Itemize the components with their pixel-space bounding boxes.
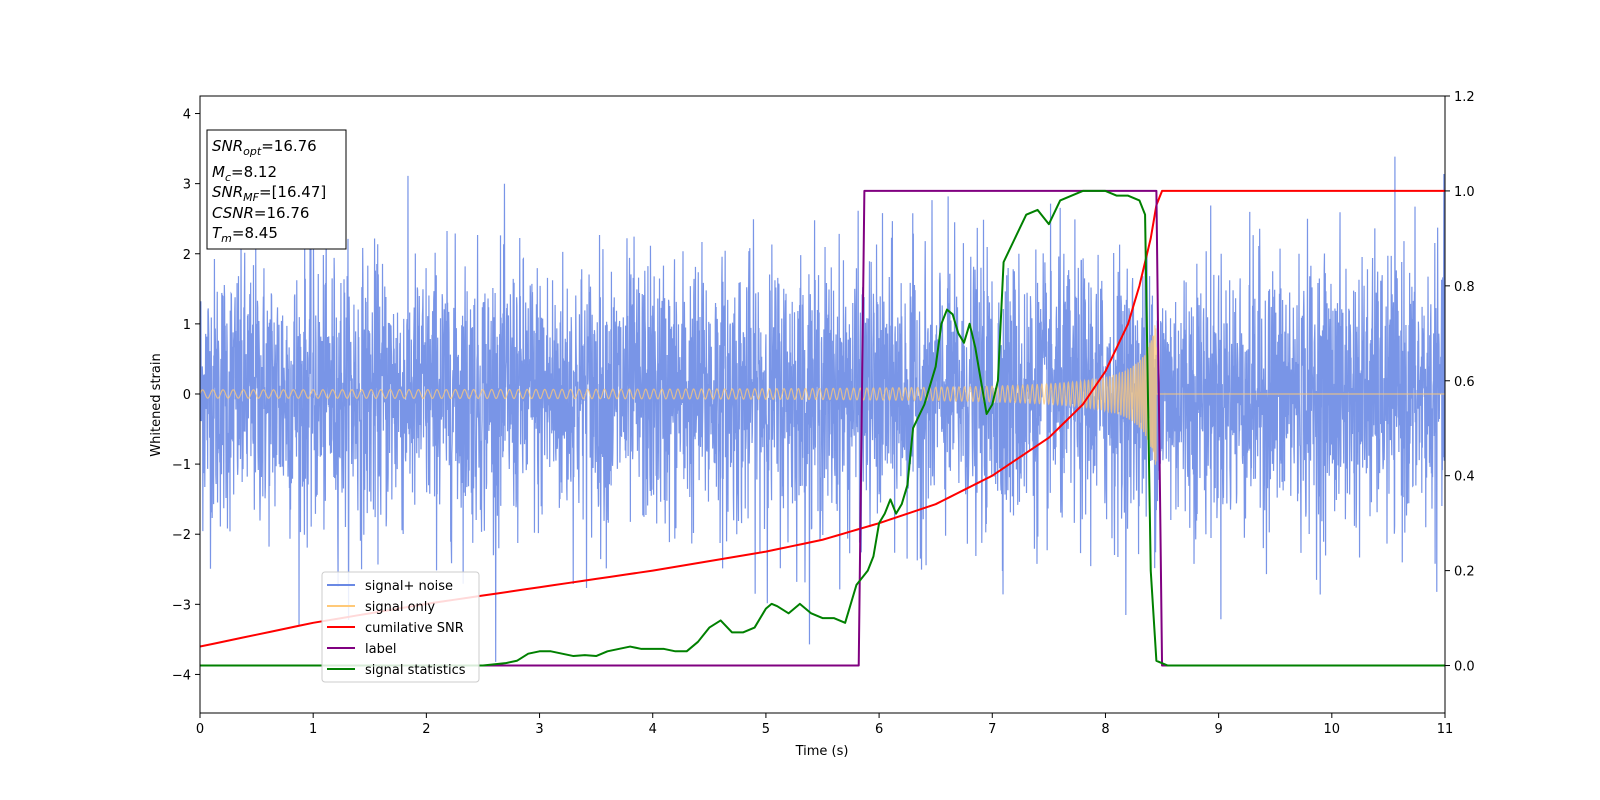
x-tick-label: 6 xyxy=(875,722,883,737)
series-cumulative-snr xyxy=(200,189,1445,648)
y-left-tick-label: −1 xyxy=(172,458,191,473)
y-right-tick-label: 0.0 xyxy=(1454,660,1475,675)
legend: signal+ noise signal only cumilative SNR… xyxy=(321,571,480,683)
legend-label-signal-only: signal only xyxy=(365,600,435,615)
y-right-tick-label: 0.2 xyxy=(1454,565,1475,580)
series-signal-only xyxy=(200,325,1445,465)
legend-label-signal-noise: signal+ noise xyxy=(365,579,453,594)
y-left-tick-label: 4 xyxy=(183,108,191,123)
y-right-tick-label: 0.4 xyxy=(1454,470,1475,485)
x-tick-label: 1 xyxy=(309,722,317,737)
y-left-tick-label: −3 xyxy=(172,598,191,613)
y-right-tick-label: 0.8 xyxy=(1454,280,1475,295)
info-box: SNRopt=16.76 Mc=8.12 SNRMF=[16.47] CSNR=… xyxy=(206,129,347,250)
series-signal-noise xyxy=(200,156,1445,662)
info-mc: Mc=8.12 xyxy=(212,163,277,184)
info-tm: Tm=8.45 xyxy=(212,224,278,245)
info-snr-opt: SNRopt=16.76 xyxy=(212,137,317,158)
x-tick-label: 8 xyxy=(1101,722,1109,737)
y-right-tick-label: 0.6 xyxy=(1454,375,1475,390)
x-tick-label: 9 xyxy=(1214,722,1222,737)
x-tick-label: 0 xyxy=(196,722,204,737)
x-tick-label: 2 xyxy=(422,722,430,737)
legend-frame xyxy=(321,571,480,683)
y-left-tick-label: 2 xyxy=(183,248,191,263)
y-left-tick-label: −4 xyxy=(172,668,191,683)
y-left-tick-label: −2 xyxy=(172,528,191,543)
y-left-tick-label: 0 xyxy=(183,388,191,403)
legend-label-label: label xyxy=(365,642,396,657)
x-axis-label: Time (s) xyxy=(795,744,849,759)
y-axis-label: Whitened strain xyxy=(149,353,164,456)
legend-label-cumulative-snr: cumilative SNR xyxy=(365,621,464,636)
y-left-tick-label: 3 xyxy=(183,178,191,193)
y-right-tick-label: 1.2 xyxy=(1454,90,1475,105)
info-snr-mf: SNRMF=[16.47] xyxy=(212,183,326,204)
info-box-frame xyxy=(206,129,347,250)
y-right-tick-label: 1.0 xyxy=(1454,185,1475,200)
x-tick-label: 3 xyxy=(535,722,543,737)
x-tick-label: 11 xyxy=(1437,722,1454,737)
plot-frame xyxy=(199,95,1446,714)
series-signal-statistics xyxy=(200,189,1445,667)
axes-layer: 0 1 2 3 4 5 6 7 8 9 10 11 −4 −3 −2 −1 0 1 2 3 4 0.0 0.2 0.4 0.6 0… xyxy=(172,90,1475,737)
x-tick-label: 4 xyxy=(649,722,657,737)
y-left-tick-label: 1 xyxy=(183,318,191,333)
info-csnr: CSNR=16.76 xyxy=(212,204,309,222)
legend-label-signal-statistics: signal statistics xyxy=(365,663,466,678)
x-tick-label: 10 xyxy=(1324,722,1341,737)
x-tick-label: 5 xyxy=(762,722,770,737)
series-layer xyxy=(200,156,1445,667)
x-tick-label: 7 xyxy=(988,722,996,737)
